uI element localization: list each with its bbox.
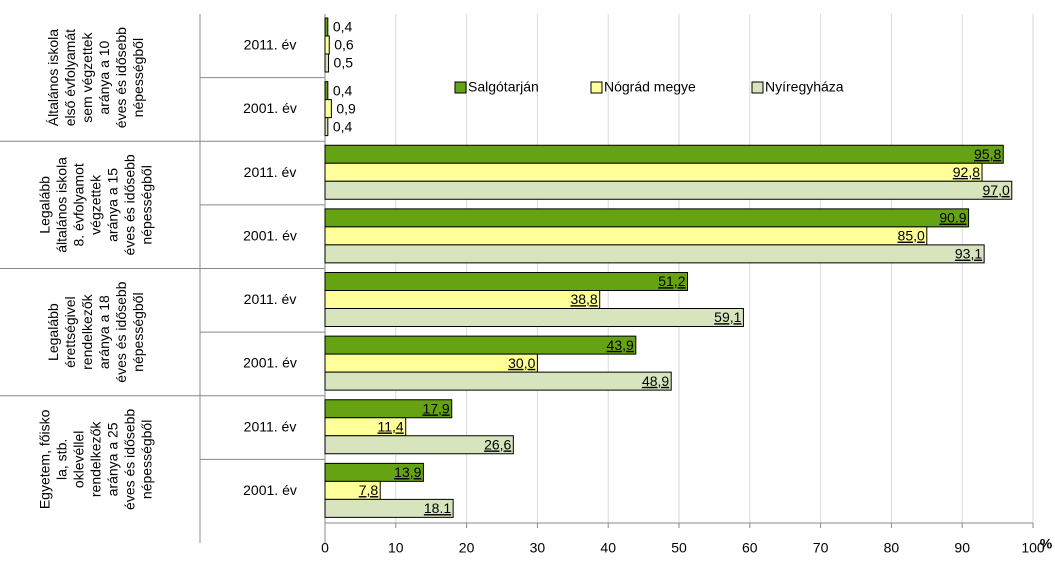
group-label: aránya a 10 [96,40,112,114]
group-label: népességből [130,38,146,117]
value-label: 0,4 [333,19,353,35]
x-tick-label: 30 [530,540,546,556]
x-tick-label: 10 [388,540,404,556]
group-label: sem végzettek [79,31,95,122]
group-label: aránya a 25 [105,422,121,496]
category-label: 2011. év [244,418,297,434]
bar [324,17,329,37]
value-label: 30,0 [508,355,535,371]
category-label: 2011. év [244,37,297,53]
bar [324,117,329,137]
group-label: végzettek [88,174,104,235]
bar [324,53,330,73]
category-label: 2001. év [243,482,297,498]
value-label: 90.9 [939,210,966,226]
bar [324,308,744,327]
value-label: 0,9 [336,100,356,116]
legend-swatch [751,81,764,94]
value-label: 93,1 [955,246,982,262]
category-label: 2011. év [244,291,297,307]
group-label: oklevéllel [71,431,87,489]
x-tick-label: 40 [600,540,616,556]
category-label: 2001. év [243,227,297,243]
value-label: 0,4 [333,118,353,134]
group-label: Általános iskola [45,29,61,126]
group-label: rendelkezők [79,293,95,369]
x-tick-label: 50 [671,540,687,556]
bar [324,371,672,391]
bar [324,180,1013,200]
value-label: 38,8 [570,291,597,307]
bar [324,435,514,455]
bar [324,244,985,264]
x-tick-label: 100 [1021,540,1045,556]
group-label: éves és idősebb [113,27,129,128]
value-label: 0,4 [333,82,353,98]
value-label: 92,8 [953,164,980,180]
bar [324,290,601,309]
value-label: 85,0 [898,228,925,244]
group-label: népességből [139,165,155,244]
legend-label: Salgótarján [468,79,539,95]
group-label: 8. évfolyamot [71,163,87,246]
value-label: 59,1 [714,309,741,325]
group-label: aránya a 18 [96,295,112,369]
bar [324,353,538,373]
value-label: 95,8 [974,146,1001,162]
value-label: 97,0 [983,182,1010,198]
group-label: általános iskola [54,157,70,253]
group-label: éves és idősebb [122,409,138,510]
group-label: éves és idősebb [122,154,138,255]
bar [324,144,1004,164]
legend-swatch [454,81,467,94]
group-label: Egyetem, főisko [37,409,53,509]
bar [324,81,329,101]
value-label: 13,9 [394,464,421,480]
bar [324,208,970,228]
bar [324,35,330,55]
group-label: la, stb. [54,439,70,480]
group-label: éves és idősebb [113,281,129,382]
group-label: aránya a 15 [105,168,121,242]
legend-label: Nyíregyháza [765,79,844,95]
value-label: 43,9 [607,337,634,353]
x-tick-label: 70 [813,540,829,556]
category-label: 2001. év [243,355,297,371]
legend-label: Nógrád megye [604,79,696,95]
group-label: népességből [130,292,146,371]
x-tick-label: 0 [321,540,329,556]
bar [324,272,688,291]
x-tick-label: 90 [954,540,970,556]
bar [324,335,637,355]
x-tick-label: 80 [884,540,900,556]
value-label: 18.1 [424,500,451,516]
value-label: 17,9 [422,400,449,416]
value-label: 26,6 [484,436,511,452]
x-tick-label: 20 [459,540,475,556]
category-label: 2001. év [243,100,297,116]
group-label: első évfolyamát [62,29,78,126]
bar [324,226,928,246]
value-label: 0,6 [334,37,354,53]
group-label: érettségivel [62,296,78,368]
value-label: 0,5 [334,55,354,71]
group-label: rendelkezők [88,421,104,497]
bar [324,162,983,182]
value-label: 48,9 [642,373,669,389]
value-label: 51,2 [658,273,685,289]
x-axis-label: % [1040,536,1053,552]
bar [324,99,332,119]
value-label: 11,4 [377,418,403,434]
bar [324,498,454,518]
x-tick-label: 60 [742,540,758,556]
value-label: 7,8 [359,482,379,498]
group-label: Legalább [45,303,61,361]
legend-swatch [590,81,603,94]
category-label: 2011. év [244,164,297,180]
group-label: Legalább [37,176,53,234]
group-label: népességből [139,420,155,499]
